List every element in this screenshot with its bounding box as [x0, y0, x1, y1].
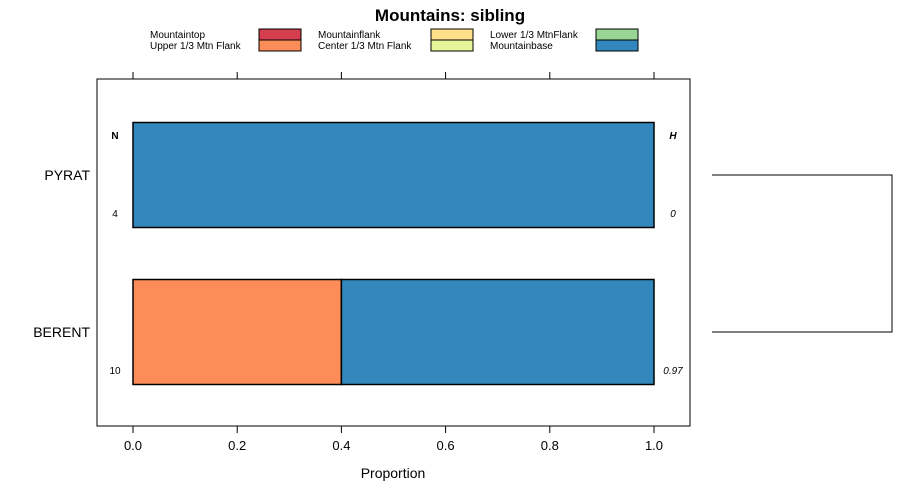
legend-swatch — [595, 39, 639, 52]
legend-swatch — [258, 39, 302, 52]
legend-label: Lower 1/3 MtnFlank — [490, 30, 579, 41]
n-h-labels: 4 10 0 0.97 — [109, 209, 683, 377]
x-axis: 0.0 0.2 0.4 0.6 0.8 1.0 — [124, 72, 663, 453]
bars — [132, 121, 655, 386]
chart-title: Mountains: sibling — [375, 6, 525, 25]
bar-segment — [340, 278, 655, 386]
legend-label: Mountaintop — [150, 30, 205, 41]
legend-swatch — [430, 39, 474, 52]
legend-label: Mountainbase — [490, 41, 553, 52]
x-tick-label: 0.6 — [437, 438, 455, 453]
category-label: PYRAT — [44, 167, 90, 183]
h-header: H — [669, 131, 677, 142]
h-value: 0.97 — [663, 366, 683, 377]
legend-swatch — [430, 28, 474, 41]
legend-label: Center 1/3 Mtn Flank — [318, 41, 412, 52]
x-tick-label: 0.4 — [332, 438, 350, 453]
bar-segment — [132, 121, 655, 229]
n-value: 10 — [109, 366, 121, 377]
bar-segment — [132, 278, 343, 386]
legend-swatch — [595, 28, 639, 41]
x-tick-label: 1.0 — [645, 438, 663, 453]
plot-frame — [96, 78, 691, 427]
x-tick-label: 0.2 — [228, 438, 246, 453]
category-label: BERENT — [33, 324, 90, 340]
h-value: 0 — [670, 209, 676, 220]
legend-swatch — [258, 28, 302, 41]
n-value: 4 — [112, 209, 118, 220]
legend-label: Mountainflank — [318, 30, 381, 41]
x-tick-label: 0.8 — [541, 438, 559, 453]
x-tick-label: 0.0 — [124, 438, 142, 453]
x-axis-title: Proportion — [361, 465, 426, 481]
dendrogram — [712, 174, 893, 333]
legend-label: Upper 1/3 Mtn Flank — [150, 41, 242, 52]
category-labels: PYRAT BERENT — [33, 167, 90, 340]
n-header: N — [111, 131, 118, 142]
